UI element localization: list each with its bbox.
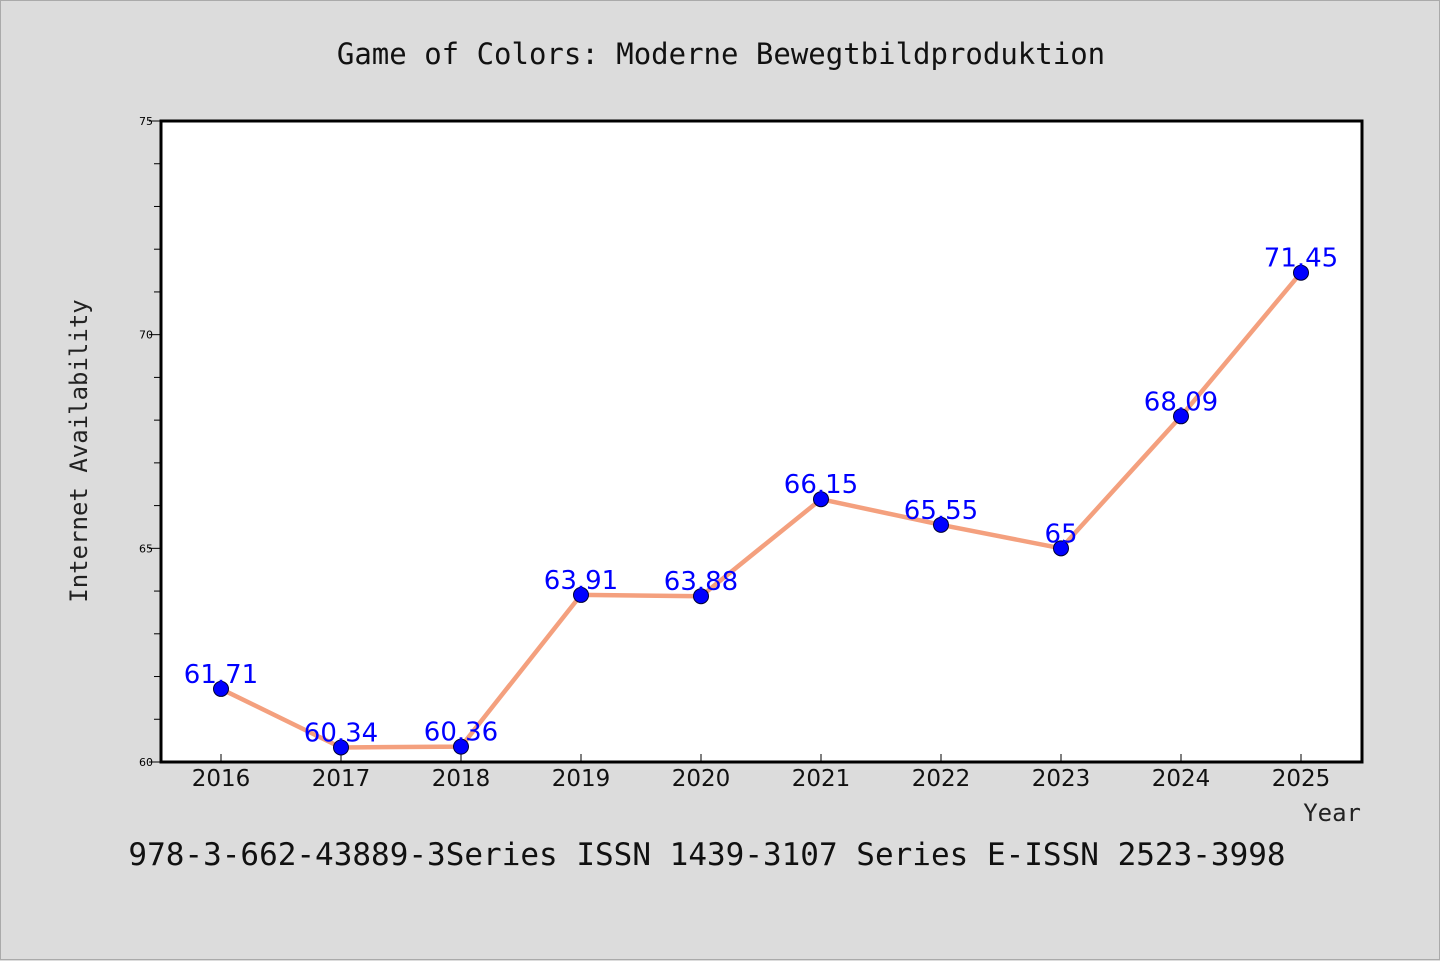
plot-area xyxy=(161,121,1362,762)
data-label: 63.88 xyxy=(664,567,738,597)
data-label: 71.45 xyxy=(1264,244,1338,274)
x-tick-label: 2021 xyxy=(792,766,851,792)
x-tick-label: 2020 xyxy=(672,766,731,792)
x-tick-label: 2025 xyxy=(1272,766,1331,792)
data-label: 60.34 xyxy=(304,718,378,748)
x-tick-label: 2017 xyxy=(312,766,371,792)
footer-isbn-text: 978-3-662-43889-3Series ISSN 1439-3107 S… xyxy=(128,837,1285,873)
y-tick-label: 70 xyxy=(139,329,153,342)
data-label: 66.15 xyxy=(784,470,858,500)
x-tick-label: 2022 xyxy=(912,766,971,792)
data-point xyxy=(933,516,949,533)
x-tick-label: 2024 xyxy=(1152,766,1211,792)
data-point xyxy=(1173,408,1189,425)
x-tick-label: 2018 xyxy=(432,766,491,792)
data-point xyxy=(573,586,589,603)
x-tick-label: 2016 xyxy=(192,766,251,792)
data-point xyxy=(453,738,469,755)
y-axis: 60 65 70 75 xyxy=(139,115,161,769)
y-tick-label: 60 xyxy=(139,756,153,769)
data-point xyxy=(213,680,229,697)
data-label: 60.36 xyxy=(424,718,498,748)
chart-title: Game of Colors: Moderne Bewegtbildproduk… xyxy=(337,37,1105,71)
x-tick-label: 2019 xyxy=(552,766,611,792)
series-line xyxy=(218,270,1304,750)
data-label: 61.71 xyxy=(184,660,258,690)
data-label: 68.09 xyxy=(1144,387,1218,417)
data-point xyxy=(813,491,829,508)
data-point xyxy=(1293,264,1309,281)
data-label: 65.55 xyxy=(904,496,978,526)
y-tick-label: 65 xyxy=(139,542,153,555)
data-point xyxy=(693,588,709,605)
data-label: 65 xyxy=(1044,519,1077,549)
x-axis: 2016 2017 2018 2019 2020 2021 2022 2023 2024 2025 xyxy=(192,754,1331,792)
data-point xyxy=(333,739,349,756)
x-axis-label: Year xyxy=(1303,799,1361,827)
data-label: 63.91 xyxy=(544,566,618,596)
y-tick-label: 75 xyxy=(139,115,153,128)
plot-frame xyxy=(159,119,1364,764)
y-axis-label: Internet Availability xyxy=(65,299,93,602)
series-layer: 61.71 60.34 60.36 63.91 63.88 66.15 65.55 65 68.… xyxy=(184,244,1338,756)
data-point xyxy=(1053,540,1069,557)
x-tick-label: 2023 xyxy=(1032,766,1091,792)
